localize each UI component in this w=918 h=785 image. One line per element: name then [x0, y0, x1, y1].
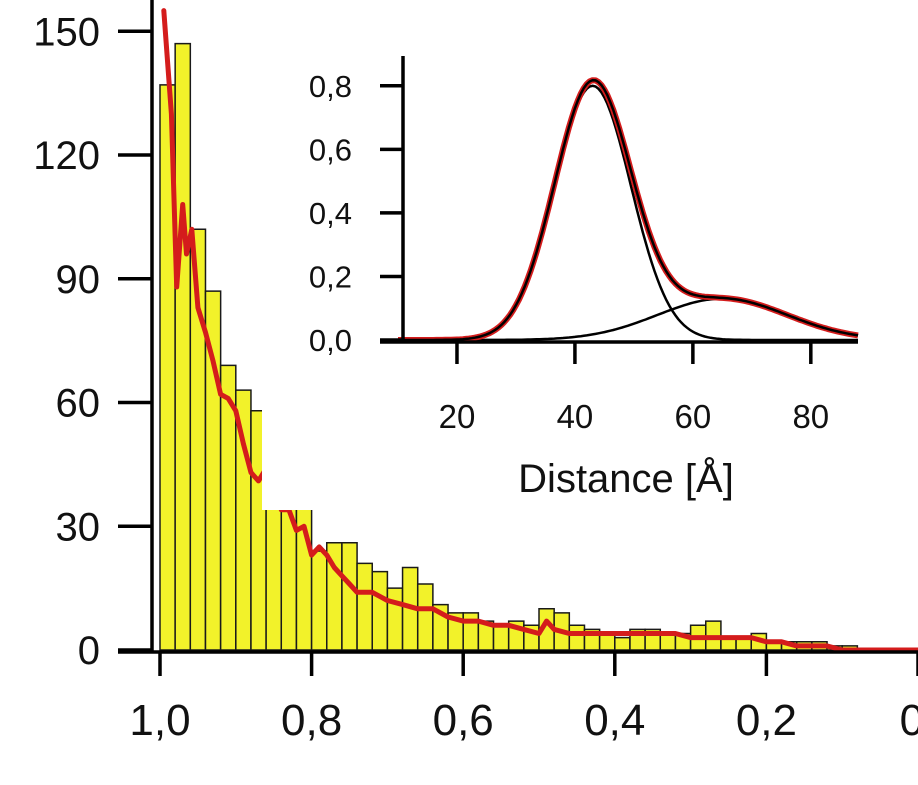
- inset-background: [262, 40, 872, 510]
- main-y-tick-label: 150: [33, 10, 100, 54]
- main-y-tick-label: 90: [56, 258, 101, 302]
- main-x-tick-label: 1,0: [129, 696, 190, 745]
- histogram-bar: [295, 492, 313, 651]
- histogram-bar: [371, 570, 389, 651]
- inset-y-tick-label: 0,0: [309, 323, 352, 358]
- main-x-ticks: 1,0 0,8 0,6 0,4 0,2 0,: [129, 652, 918, 745]
- main-y-tick-label: 0: [78, 629, 100, 673]
- inset-y-tick-label: 0,8: [309, 69, 352, 104]
- inset-y-tick-label: 0,2: [309, 259, 352, 294]
- histogram-bar: [568, 624, 586, 651]
- main-y-ticks: 0 30 60 90 120 150: [33, 10, 152, 673]
- inset-sum-black-curve: [398, 78, 859, 342]
- inset-x-tick-label: 60: [675, 398, 712, 435]
- main-x-tick-label: 0,4: [584, 696, 645, 745]
- histogram-bar: [492, 624, 510, 651]
- histogram-bar: [341, 542, 358, 651]
- inset-x-axis-label: Distance [Å]: [518, 456, 734, 501]
- main-x-tick-label: 0,: [900, 696, 918, 745]
- inset-distance-chart: 0,0 0,2 0,4 0,6 0,8 20 40 60 80 Distance [Å]: [262, 40, 872, 510]
- main-y-tick-label: 60: [56, 382, 101, 426]
- histogram-bar: [614, 636, 631, 651]
- red-fit-line: [161, 8, 918, 653]
- histogram-bar: [462, 612, 480, 651]
- histogram-bar: [310, 550, 328, 651]
- main-x-tick-label: 0,8: [281, 696, 342, 745]
- inset-x-tick-label: 80: [792, 398, 829, 435]
- inset-y-ticks: 0,0 0,2 0,4 0,6 0,8: [309, 69, 403, 358]
- histogram-bar: [386, 587, 404, 651]
- main-y-tick-label: 120: [33, 134, 100, 178]
- inset-x-ticks: 20 40 60 80: [439, 342, 829, 435]
- main-histogram-chart: 0 30 60 90 120 150 1,0 0,8 0,6 0,4 0,2 0,: [33, 0, 918, 745]
- inset-y-tick-label: 0,4: [309, 196, 352, 231]
- inset-x-tick-label: 40: [557, 398, 594, 435]
- main-y-tick-label: 30: [56, 505, 101, 549]
- histogram-bars: [159, 42, 859, 651]
- main-x-tick-label: 0,2: [736, 696, 797, 745]
- histogram-bar: [356, 562, 373, 651]
- main-x-tick-label: 0,6: [433, 696, 494, 745]
- histogram-bar: [174, 42, 192, 651]
- inset-y-tick-label: 0,6: [309, 132, 352, 167]
- histogram-bar: [416, 583, 434, 651]
- inset-x-tick-label: 20: [439, 398, 476, 435]
